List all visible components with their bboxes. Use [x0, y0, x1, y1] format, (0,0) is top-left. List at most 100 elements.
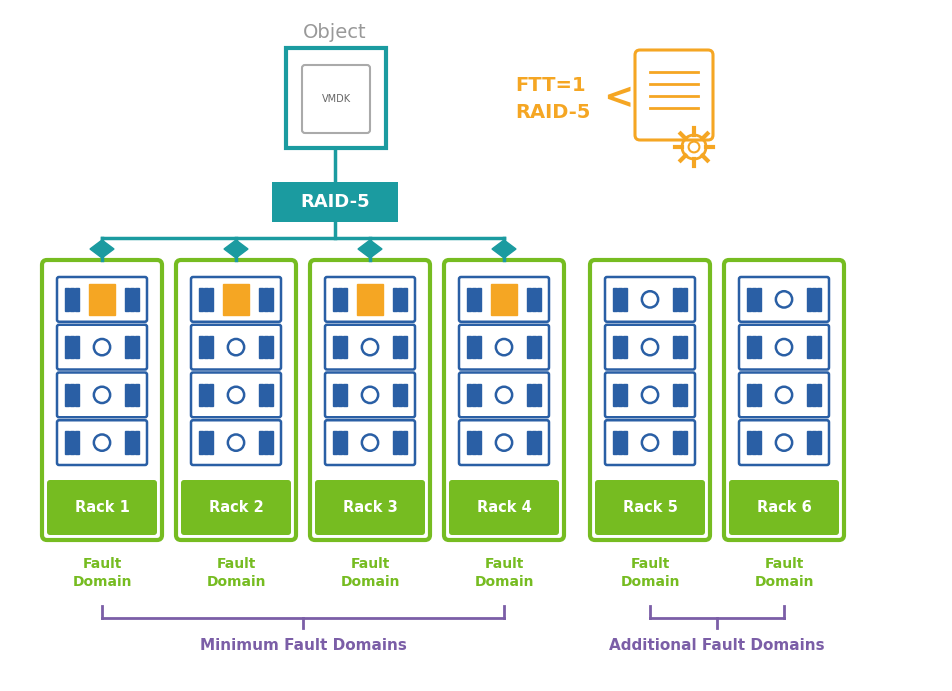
FancyBboxPatch shape [595, 480, 705, 535]
FancyBboxPatch shape [325, 277, 415, 322]
Bar [264, 384, 268, 406]
Bar [752, 336, 756, 359]
Bar [269, 336, 273, 359]
Bar [477, 288, 481, 310]
Bar [537, 431, 541, 454]
Bar [678, 336, 682, 359]
Bar [259, 288, 263, 310]
Bar [209, 336, 213, 359]
Text: Fault
Domain: Fault Domain [207, 558, 266, 589]
FancyBboxPatch shape [459, 325, 549, 370]
Bar [338, 384, 342, 406]
Bar [817, 431, 821, 454]
FancyBboxPatch shape [635, 50, 713, 140]
Text: Rack 3: Rack 3 [343, 500, 397, 515]
Bar [70, 336, 74, 359]
Bar [537, 384, 541, 406]
Bar [264, 336, 268, 359]
Bar [527, 384, 531, 406]
Bar [398, 384, 402, 406]
FancyBboxPatch shape [57, 420, 147, 465]
Bar [618, 336, 622, 359]
Bar [204, 431, 208, 454]
Bar [259, 431, 263, 454]
Polygon shape [224, 240, 248, 258]
Bar [812, 431, 816, 454]
Bar [204, 336, 208, 359]
Bar [472, 288, 476, 310]
Bar [333, 384, 337, 406]
Bar [747, 288, 751, 310]
Bar [343, 336, 347, 359]
Bar [65, 288, 69, 310]
Bar [125, 384, 129, 406]
Bar [130, 384, 134, 406]
FancyBboxPatch shape [57, 277, 147, 322]
Bar [135, 288, 139, 310]
Bar [264, 288, 268, 310]
FancyBboxPatch shape [191, 372, 281, 417]
Bar [613, 384, 617, 406]
Bar [477, 431, 481, 454]
Bar [673, 288, 677, 310]
Text: Fault
Domain: Fault Domain [340, 558, 400, 589]
Text: Rack 6: Rack 6 [757, 500, 811, 515]
Bar [393, 336, 397, 359]
Bar [343, 384, 347, 406]
Bar [65, 384, 69, 406]
Bar [269, 431, 273, 454]
Bar [393, 288, 397, 310]
Bar [125, 431, 129, 454]
Bar [333, 431, 337, 454]
Bar [673, 431, 677, 454]
Bar [393, 431, 397, 454]
FancyBboxPatch shape [605, 420, 695, 465]
Bar [65, 336, 69, 359]
Bar [623, 288, 627, 310]
Bar [623, 336, 627, 359]
Bar [343, 288, 347, 310]
FancyBboxPatch shape [739, 420, 829, 465]
FancyBboxPatch shape [191, 420, 281, 465]
FancyBboxPatch shape [42, 260, 162, 540]
Bar [467, 288, 471, 310]
Text: RAID-5: RAID-5 [515, 102, 590, 122]
Bar [259, 336, 263, 359]
Bar [259, 384, 263, 406]
Bar [199, 384, 203, 406]
Bar [338, 288, 342, 310]
FancyBboxPatch shape [272, 182, 398, 222]
Bar [89, 284, 115, 314]
FancyBboxPatch shape [605, 325, 695, 370]
Bar [338, 336, 342, 359]
FancyBboxPatch shape [181, 480, 291, 535]
Text: Fault
Domain: Fault Domain [72, 558, 131, 589]
Bar [343, 431, 347, 454]
Polygon shape [358, 240, 382, 258]
Bar [209, 384, 213, 406]
FancyBboxPatch shape [605, 277, 695, 322]
FancyBboxPatch shape [191, 277, 281, 322]
Bar [812, 288, 816, 310]
Polygon shape [492, 240, 516, 258]
Bar [472, 384, 476, 406]
Bar [618, 431, 622, 454]
Bar [683, 431, 687, 454]
Bar [613, 288, 617, 310]
Bar [209, 288, 213, 310]
Text: RAID-5: RAID-5 [300, 193, 369, 211]
Bar [527, 431, 531, 454]
Text: Fault
Domain: Fault Domain [754, 558, 814, 589]
Bar [812, 384, 816, 406]
Bar [817, 288, 821, 310]
Bar [683, 384, 687, 406]
Text: VMDK: VMDK [322, 94, 350, 104]
Bar [130, 431, 134, 454]
Bar [613, 336, 617, 359]
FancyBboxPatch shape [310, 260, 430, 540]
Bar [398, 336, 402, 359]
Bar [65, 431, 69, 454]
FancyBboxPatch shape [724, 260, 844, 540]
Bar [757, 336, 761, 359]
FancyBboxPatch shape [459, 420, 549, 465]
